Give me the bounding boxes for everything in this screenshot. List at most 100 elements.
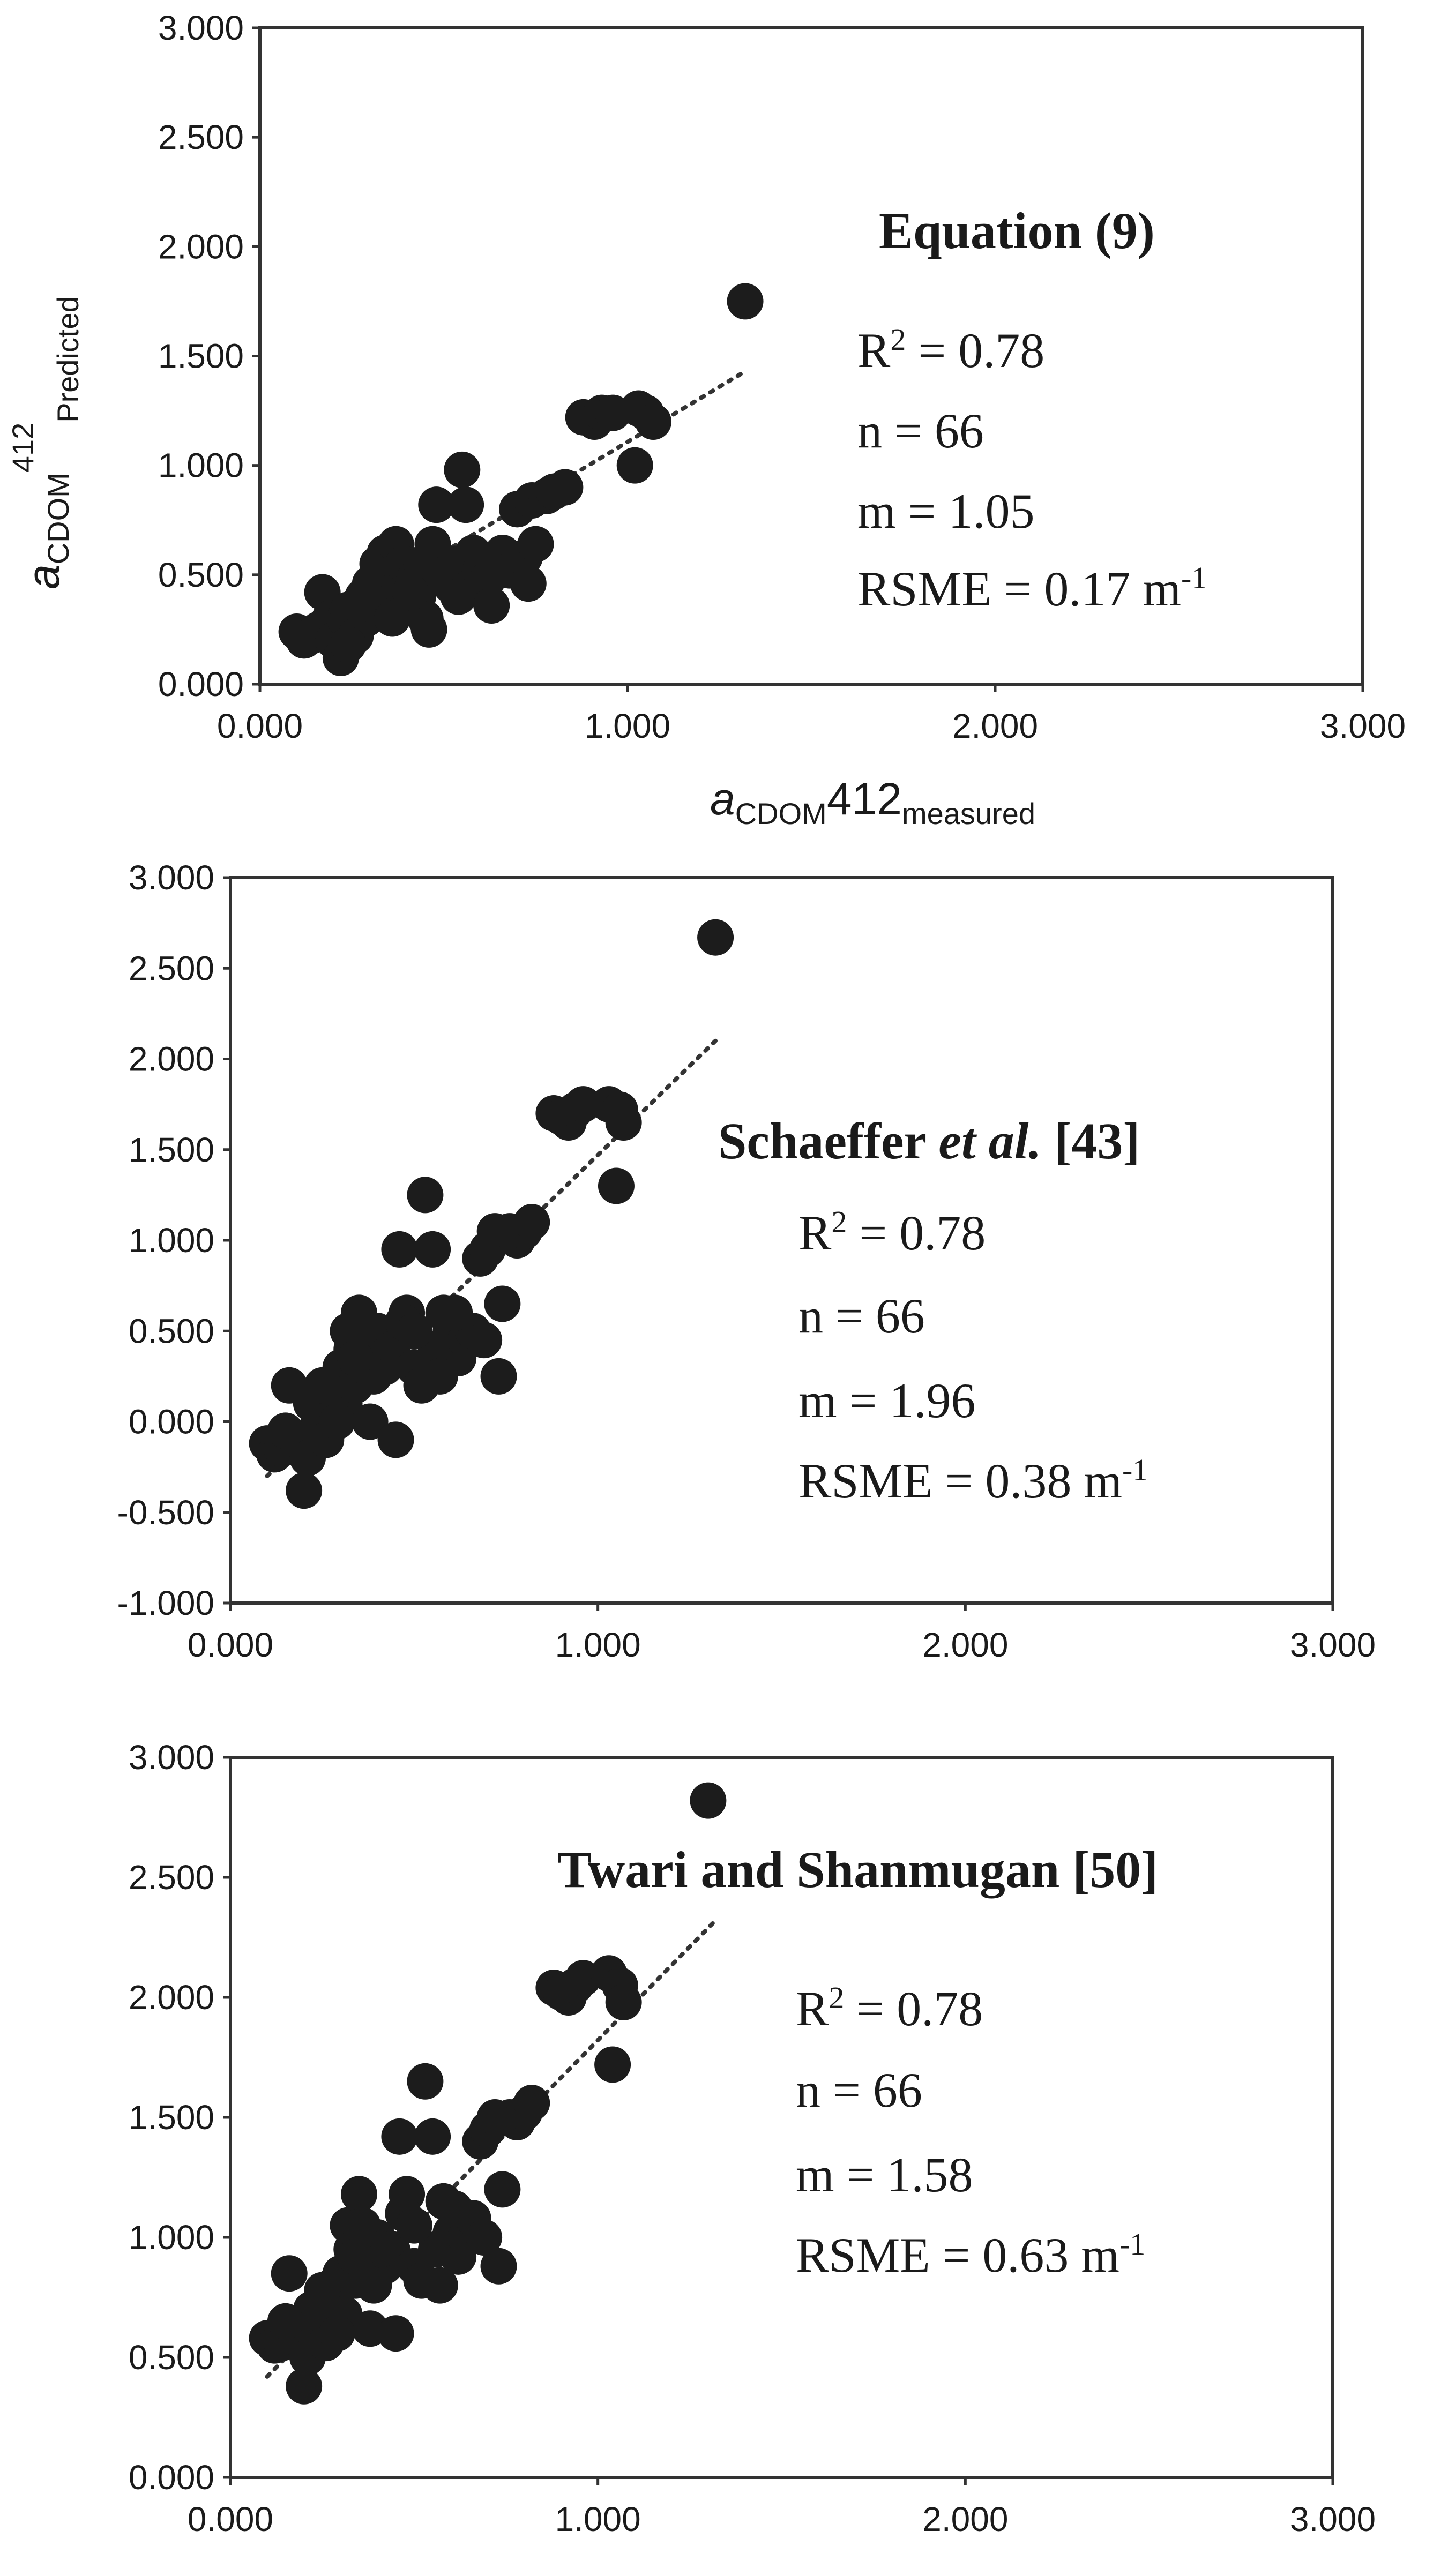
data-point <box>337 1340 374 1377</box>
data-points <box>278 283 764 676</box>
x-tick-labels: 0.000 1.000 2.000 3.000 <box>188 2500 1376 2538</box>
data-point <box>616 447 653 484</box>
panel-twari: 0.000 0.500 1.000 1.500 2.000 2.500 3.000 0.00… <box>129 1738 1376 2538</box>
y-tick-labels: 0.000 0.500 1.000 1.500 2.000 2.500 3.000 <box>129 1738 214 2497</box>
y-tick-label: 0.000 <box>158 665 244 703</box>
data-point <box>355 2267 392 2304</box>
tick-marks <box>223 1756 1334 2485</box>
y-tick-label: 1.500 <box>158 337 244 376</box>
data-point <box>267 2303 304 2340</box>
y-axis-label: aCDOM412Predicted <box>6 296 85 589</box>
x-tick-label: 1.000 <box>555 1626 641 1664</box>
data-point <box>444 451 481 488</box>
annotation-m: m = 1.05 <box>857 484 1034 538</box>
data-point <box>440 578 477 615</box>
y-tick-label: -0.500 <box>117 1493 214 1532</box>
data-point <box>594 2046 631 2083</box>
y-tick-label: 0.000 <box>129 1403 214 1441</box>
x-tick-labels: 0.000 1.000 2.000 3.000 <box>188 1626 1376 1664</box>
data-point <box>480 1358 517 1395</box>
data-point <box>436 2190 473 2227</box>
panel-schaeffer: -1.000 -0.500 0.000 0.500 1.000 1.500 2.000 2.5… <box>117 858 1376 1664</box>
data-point <box>447 486 484 523</box>
data-point <box>340 2176 377 2213</box>
data-point <box>727 283 764 320</box>
data-point <box>510 565 547 602</box>
y-tick-label: 3.000 <box>129 858 214 897</box>
data-point <box>337 2238 374 2275</box>
data-point <box>395 2207 432 2244</box>
data-point <box>565 1086 602 1123</box>
x-tick-label: 0.000 <box>188 2500 273 2538</box>
x-tick-label: 1.000 <box>585 707 670 745</box>
y-tick-label: -1.000 <box>117 1584 214 1622</box>
y-tick-label: 2.000 <box>129 1978 214 2017</box>
data-point <box>484 2171 521 2208</box>
data-point <box>635 403 672 440</box>
y-tick-labels: 0.000 0.500 1.000 1.500 2.000 2.500 3.000 <box>158 9 244 703</box>
y-tick-label: 2.000 <box>158 227 244 266</box>
panel-title: Equation (9) <box>879 202 1155 259</box>
data-point <box>330 626 367 663</box>
data-point <box>318 1403 355 1440</box>
annotation-r2: R2 = 0.78 <box>798 1204 986 1260</box>
y-tick-labels: -1.000 -0.500 0.000 0.500 1.000 1.500 2.000 2.5… <box>117 858 214 1622</box>
data-point <box>395 1313 432 1350</box>
x-tick-label: 1.000 <box>555 2500 641 2538</box>
y-tick-label: 1.000 <box>129 2218 214 2257</box>
annotation-n: n = 66 <box>798 1289 925 1343</box>
data-point <box>377 1421 414 1458</box>
x-tick-label: 3.000 <box>1290 2500 1376 2538</box>
y-tick-label: 1.000 <box>158 446 244 485</box>
annotation-n: n = 66 <box>796 2063 922 2117</box>
data-point <box>605 1104 642 1141</box>
annotation-rsme: RSME = 0.17 m-1 <box>857 560 1207 616</box>
annotation-rsme: RSME = 0.38 m-1 <box>798 1452 1148 1508</box>
data-point <box>480 2248 517 2285</box>
y-tick-label: 2.500 <box>129 1858 214 1897</box>
y-tick-label: 0.500 <box>158 556 244 594</box>
data-point <box>304 1367 341 1404</box>
data-point <box>598 1167 635 1204</box>
panel-title: Twari and Shanmugan [50] <box>557 1841 1158 1898</box>
data-point <box>304 2272 341 2309</box>
data-point <box>318 2315 355 2352</box>
x-axis-label: aCDOM412measured <box>710 774 1035 830</box>
y-tick-label: 0.500 <box>129 2338 214 2377</box>
data-point <box>410 611 447 648</box>
data-point <box>513 2085 550 2122</box>
data-point <box>466 1322 503 1359</box>
data-point <box>421 1358 458 1395</box>
data-point <box>513 1204 550 1241</box>
y-tick-label: 0.000 <box>129 2458 214 2497</box>
y-tick-label: 3.000 <box>158 9 244 47</box>
data-point <box>374 600 410 637</box>
x-tick-label: 2.000 <box>922 2500 1008 2538</box>
x-tick-label: 3.000 <box>1320 707 1406 745</box>
panel-equation-9: 0.000 0.500 1.000 1.500 2.000 2.500 3.000 0.00… <box>6 9 1406 830</box>
y-tick-label: 0.500 <box>129 1312 214 1350</box>
annotation-rsme: RSME = 0.63 m-1 <box>796 2227 1145 2282</box>
data-point <box>267 1412 304 1449</box>
data-point <box>484 1285 521 1322</box>
data-point <box>517 526 554 563</box>
data-point <box>286 2368 323 2405</box>
data-point <box>407 1177 444 1214</box>
annotation-n: n = 66 <box>857 403 984 458</box>
y-tick-label: 1.500 <box>129 2098 214 2137</box>
annotation-r2: R2 = 0.78 <box>796 1980 983 2036</box>
data-point <box>697 919 734 956</box>
annotation-m: m = 1.58 <box>796 2147 973 2202</box>
tick-marks <box>252 26 1364 692</box>
data-point <box>421 2267 458 2304</box>
y-tick-label: 1.000 <box>129 1221 214 1260</box>
y-tick-label: 2.500 <box>129 949 214 987</box>
y-tick-label: 1.500 <box>129 1130 214 1169</box>
tick-marks <box>223 876 1334 1611</box>
data-points <box>249 919 734 1509</box>
data-point <box>436 1294 473 1331</box>
data-point <box>377 2315 414 2352</box>
data-point <box>690 1782 727 1819</box>
data-point <box>414 1231 451 1268</box>
